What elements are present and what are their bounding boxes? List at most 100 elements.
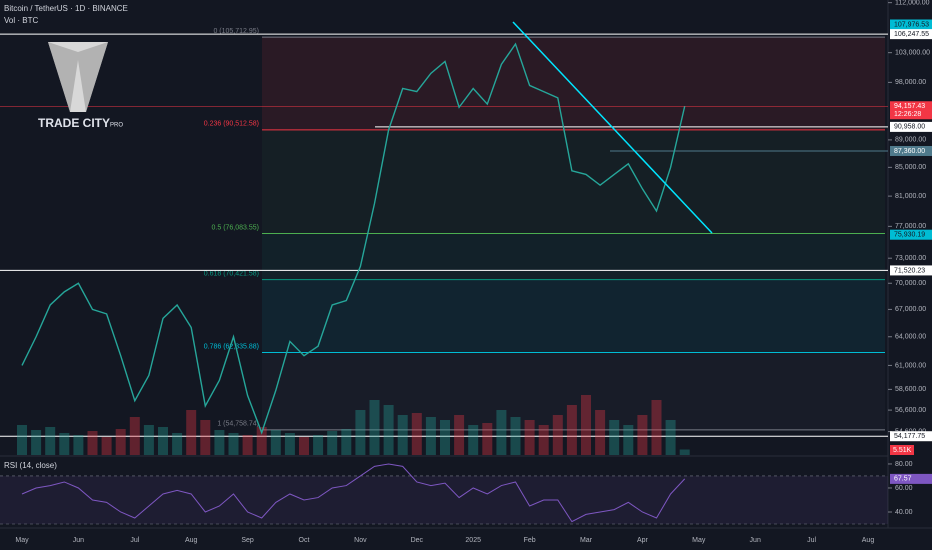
volume-bar [581,395,591,455]
volume-bar [59,433,70,455]
volume-bar [313,435,324,455]
y-tick-label: 70,000.00 [895,280,926,287]
rsi-tick-label: 80.00 [895,461,913,468]
y-tick-label: 61,000.00 [895,362,926,369]
volume-bar [73,435,84,455]
logo: TRADE CITY PRO [38,42,123,130]
fib-zone [262,279,885,353]
volume-bar [552,415,563,455]
price-label: 90,958.00 [894,124,925,131]
volume-bar [383,405,394,455]
volume-bar [482,423,493,455]
y-tick-label: 89,000.00 [895,137,926,144]
volume-bar [143,425,154,455]
x-tick-label: Aug [862,537,875,544]
axis-layer: 112,000.00 103,000.00 98,000.00 89,000.00 85… [15,0,932,544]
price-label-box [890,145,932,156]
fib-label: 0 (105,712.95) [213,28,259,35]
y-tick-label: 98,000.00 [895,79,926,86]
rsi-label: 67.57 [894,476,912,483]
y-tick-label: 85,000.00 [895,164,926,171]
fib-label: 0.236 (90,512.58) [204,121,259,128]
x-tick-label: Jul [130,537,139,544]
fib-label: 0.5 (76,083.55) [212,224,259,231]
rsi-label-box [890,473,932,484]
volume-bar [270,430,281,455]
y-tick-label: 64,000.00 [895,334,926,341]
price-label-box [890,229,932,240]
price-label-box [890,19,932,30]
volume-bar [31,430,42,455]
volume-bar [186,410,197,455]
volume-bar [454,415,465,455]
volume-bar [468,425,479,455]
x-tick-label: Oct [299,537,310,544]
fib-label: 0.786 (62,335.88) [204,343,259,350]
volume-bar [651,400,662,455]
x-tick-label: Dec [411,537,424,544]
y-tick-label: 56,600.00 [895,407,926,414]
volume-bar [87,431,98,455]
symbol-title: Bitcoin / TetherUS · 1D · BINANCE [4,4,128,13]
x-tick-label: May [15,537,29,544]
volume-bar [200,420,211,455]
volume-bar [425,417,436,455]
volume-bar [411,413,422,455]
logo-title: TRADE CITY [38,116,110,130]
fib-label: 0.618 (70,421.58) [204,271,259,278]
price-line [21,42,686,435]
volume-bar [158,427,168,455]
volume-bar [256,427,267,455]
volume-bar [45,427,56,455]
price-label: 71,520.23 [894,267,925,274]
x-tick-label: Apr [637,537,649,544]
price-label: 75,930.19 [894,232,925,239]
price-label: 54,177.75 [894,433,925,440]
price-label: 106,247.55 [894,31,929,38]
volume-bar [214,430,225,455]
fib-zone [262,37,885,130]
volume-bar [299,437,309,455]
x-tick-label: Jun [750,537,761,544]
volume-bar [17,425,27,455]
x-tick-label: May [692,537,706,544]
volume-bar [510,417,521,455]
volume-bar [327,431,338,455]
volume-bar [355,410,366,455]
volume-bar [101,437,112,455]
fib-zone [262,233,885,280]
plot-layer [0,33,888,525]
volume-bar [566,405,577,455]
y-tick-label: 112,000.00 [895,0,930,7]
volume-bar [397,415,408,455]
rsi-tick-label: 60.00 [895,485,913,492]
y-tick-label: 73,000.00 [895,255,926,262]
volume-bar [538,425,549,455]
volume-label: 5.51K [893,447,912,454]
volume-bar [129,417,140,455]
fib-label: 1 (54,758.74) [217,421,259,428]
y-tick-label: 81,000.00 [895,193,926,200]
volume-bar [595,410,606,455]
volume-label-box [890,445,914,455]
x-tick-label: Nov [354,537,367,544]
y-tick-label: 77,000.00 [895,223,926,230]
countdown: 12:26:28 [894,111,921,118]
volume-bar [341,429,352,455]
volume-bar [623,425,634,455]
logo-facet [48,42,108,112]
x-tick-label: 2025 [465,537,481,544]
x-tick-label: Jul [807,537,816,544]
volume-bar [609,420,620,455]
price-label-box [890,265,932,276]
price-label: 107,976.53 [894,21,929,28]
x-tick-label: Mar [580,537,593,544]
price-label-box [890,29,932,40]
rsi-tick-label: 40.00 [895,509,913,516]
rsi-title: RSI (14, close) [4,461,57,470]
rsi-line [21,463,686,523]
volume-title: Vol · BTC [4,16,38,25]
volume-bar [440,420,450,455]
